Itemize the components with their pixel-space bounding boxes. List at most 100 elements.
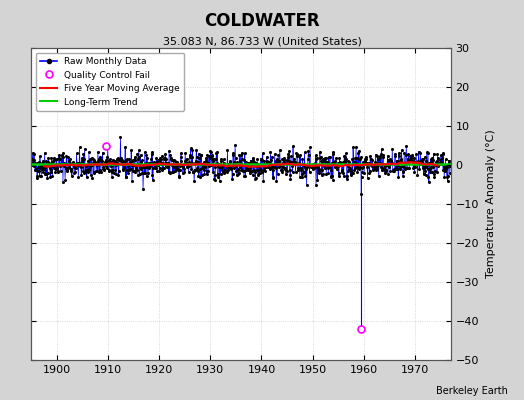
Point — [215, 161, 223, 167]
Point — [281, 165, 290, 172]
Point — [388, 160, 396, 166]
Point — [263, 159, 271, 166]
Point — [174, 167, 182, 173]
Point — [271, 161, 279, 168]
Point — [55, 152, 63, 158]
Point — [323, 165, 332, 171]
Point — [179, 170, 187, 176]
Point — [386, 168, 395, 174]
Point — [280, 154, 289, 161]
Point — [215, 164, 224, 170]
Point — [158, 153, 166, 159]
Point — [256, 156, 265, 163]
Point — [379, 166, 388, 173]
Point — [170, 168, 179, 174]
Point — [210, 176, 219, 182]
Point — [403, 155, 412, 162]
Text: 35.083 N, 86.733 W (United States): 35.083 N, 86.733 W (United States) — [162, 36, 362, 46]
Point — [139, 170, 148, 176]
Point — [199, 166, 208, 173]
Point — [185, 163, 193, 170]
Point — [70, 164, 79, 170]
Point — [106, 156, 114, 162]
Point — [178, 162, 187, 168]
Point — [321, 158, 329, 164]
Point — [151, 162, 159, 168]
Point — [408, 153, 416, 159]
Point — [66, 156, 74, 162]
Point — [357, 191, 365, 198]
Point — [231, 155, 239, 161]
Point — [260, 164, 269, 170]
Point — [315, 168, 324, 174]
Point — [413, 160, 421, 167]
Point — [322, 154, 330, 161]
Point — [184, 169, 193, 175]
Point — [368, 167, 377, 174]
Point — [283, 156, 291, 163]
Point — [51, 156, 59, 162]
Point — [232, 163, 240, 169]
Point — [429, 157, 437, 164]
Point — [123, 156, 132, 162]
Point — [225, 164, 233, 170]
Point — [253, 156, 261, 162]
Point — [427, 164, 435, 170]
Point — [373, 163, 381, 170]
Point — [430, 174, 439, 180]
Point — [117, 155, 126, 161]
Point — [31, 160, 39, 166]
Point — [195, 155, 203, 162]
Point — [359, 160, 368, 167]
Point — [380, 165, 388, 171]
Point — [47, 155, 56, 162]
Point — [358, 165, 367, 172]
Point — [62, 153, 71, 159]
Point — [63, 168, 71, 174]
Point — [84, 158, 92, 164]
Legend: Raw Monthly Data, Quality Control Fail, Five Year Moving Average, Long-Term Tren: Raw Monthly Data, Quality Control Fail, … — [36, 52, 184, 111]
Point — [269, 174, 278, 180]
Point — [156, 155, 165, 162]
Point — [91, 160, 100, 166]
Point — [293, 151, 301, 157]
Point — [415, 166, 423, 172]
Point — [391, 164, 400, 170]
Point — [368, 162, 376, 169]
Point — [444, 173, 452, 179]
Point — [329, 176, 337, 183]
Point — [100, 166, 108, 172]
Point — [72, 150, 81, 156]
Point — [31, 166, 40, 173]
Point — [339, 170, 347, 176]
Point — [117, 157, 126, 163]
Point — [341, 154, 350, 160]
Point — [308, 164, 316, 170]
Point — [76, 163, 84, 170]
Point — [331, 158, 340, 164]
Point — [40, 150, 49, 156]
Point — [145, 165, 154, 172]
Point — [320, 163, 329, 169]
Point — [272, 178, 280, 184]
Point — [190, 178, 199, 185]
Point — [266, 161, 274, 168]
Point — [311, 152, 320, 158]
Point — [172, 164, 180, 170]
Point — [435, 159, 444, 166]
Point — [70, 170, 78, 177]
Point — [41, 164, 49, 170]
Point — [169, 168, 178, 175]
Point — [395, 152, 403, 159]
Point — [74, 160, 83, 167]
Point — [167, 156, 176, 162]
Point — [332, 162, 341, 169]
Point — [253, 167, 261, 174]
Point — [89, 160, 97, 166]
Point — [375, 155, 384, 161]
Point — [93, 168, 102, 174]
Point — [152, 159, 161, 166]
Point — [222, 168, 231, 174]
Point — [318, 167, 326, 174]
Point — [290, 156, 299, 162]
